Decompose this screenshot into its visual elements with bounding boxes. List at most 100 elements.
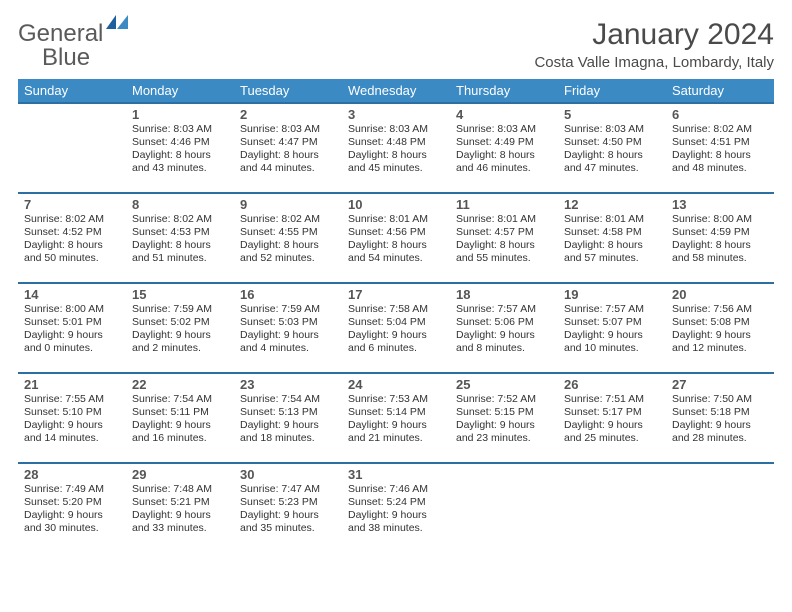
daylight-line: and 35 minutes. bbox=[240, 522, 336, 535]
sunrise-line: Sunrise: 7:47 AM bbox=[240, 483, 336, 496]
sunset-line: Sunset: 5:04 PM bbox=[348, 316, 444, 329]
day-number: 21 bbox=[24, 374, 120, 393]
calendar-week-row: 28Sunrise: 7:49 AMSunset: 5:20 PMDayligh… bbox=[18, 463, 774, 553]
day-number: 18 bbox=[456, 284, 552, 303]
sunset-line: Sunset: 5:11 PM bbox=[132, 406, 228, 419]
sunset-line: Sunset: 5:13 PM bbox=[240, 406, 336, 419]
sunrise-line: Sunrise: 8:00 AM bbox=[672, 213, 768, 226]
calendar-cell: 17Sunrise: 7:58 AMSunset: 5:04 PMDayligh… bbox=[342, 283, 450, 373]
calendar-head: SundayMondayTuesdayWednesdayThursdayFrid… bbox=[18, 79, 774, 103]
calendar-body: 1Sunrise: 8:03 AMSunset: 4:46 PMDaylight… bbox=[18, 103, 774, 553]
daylight-line: Daylight: 9 hours bbox=[564, 419, 660, 432]
daylight-line: Daylight: 8 hours bbox=[564, 149, 660, 162]
calendar-cell: 4Sunrise: 8:03 AMSunset: 4:49 PMDaylight… bbox=[450, 103, 558, 193]
daylight-line: Daylight: 8 hours bbox=[132, 149, 228, 162]
sunset-line: Sunset: 5:24 PM bbox=[348, 496, 444, 509]
sunrise-line: Sunrise: 7:56 AM bbox=[672, 303, 768, 316]
sunset-line: Sunset: 4:59 PM bbox=[672, 226, 768, 239]
daylight-line: and 46 minutes. bbox=[456, 162, 552, 175]
calendar-cell: 18Sunrise: 7:57 AMSunset: 5:06 PMDayligh… bbox=[450, 283, 558, 373]
day-number: 27 bbox=[672, 374, 768, 393]
weekday-header: Wednesday bbox=[342, 79, 450, 103]
sunrise-line: Sunrise: 8:02 AM bbox=[24, 213, 120, 226]
sunrise-line: Sunrise: 8:03 AM bbox=[348, 123, 444, 136]
sunrise-line: Sunrise: 7:54 AM bbox=[132, 393, 228, 406]
daylight-line: Daylight: 9 hours bbox=[132, 509, 228, 522]
sunset-line: Sunset: 5:08 PM bbox=[672, 316, 768, 329]
daylight-line: Daylight: 8 hours bbox=[348, 149, 444, 162]
daylight-line: Daylight: 9 hours bbox=[132, 329, 228, 342]
sunrise-line: Sunrise: 7:55 AM bbox=[24, 393, 120, 406]
day-number: 14 bbox=[24, 284, 120, 303]
daylight-line: Daylight: 8 hours bbox=[132, 239, 228, 252]
calendar-cell: 31Sunrise: 7:46 AMSunset: 5:24 PMDayligh… bbox=[342, 463, 450, 553]
calendar-cell: 2Sunrise: 8:03 AMSunset: 4:47 PMDaylight… bbox=[234, 103, 342, 193]
sunset-line: Sunset: 5:03 PM bbox=[240, 316, 336, 329]
sunrise-line: Sunrise: 7:48 AM bbox=[132, 483, 228, 496]
sunset-line: Sunset: 4:53 PM bbox=[132, 226, 228, 239]
calendar-cell: 12Sunrise: 8:01 AMSunset: 4:58 PMDayligh… bbox=[558, 193, 666, 283]
sunrise-line: Sunrise: 7:59 AM bbox=[132, 303, 228, 316]
day-number: 24 bbox=[348, 374, 444, 393]
daylight-line: Daylight: 9 hours bbox=[240, 419, 336, 432]
day-number: 9 bbox=[240, 194, 336, 213]
daylight-line: Daylight: 8 hours bbox=[564, 239, 660, 252]
daylight-line: and 23 minutes. bbox=[456, 432, 552, 445]
daylight-line: Daylight: 9 hours bbox=[24, 419, 120, 432]
calendar-cell: 27Sunrise: 7:50 AMSunset: 5:18 PMDayligh… bbox=[666, 373, 774, 463]
sunrise-line: Sunrise: 8:03 AM bbox=[132, 123, 228, 136]
calendar-cell: 24Sunrise: 7:53 AMSunset: 5:14 PMDayligh… bbox=[342, 373, 450, 463]
logo-word1: General bbox=[18, 20, 103, 47]
daylight-line: and 55 minutes. bbox=[456, 252, 552, 265]
daylight-line: Daylight: 8 hours bbox=[456, 149, 552, 162]
daylight-line: and 45 minutes. bbox=[348, 162, 444, 175]
sunset-line: Sunset: 5:17 PM bbox=[564, 406, 660, 419]
sunrise-line: Sunrise: 8:03 AM bbox=[240, 123, 336, 136]
calendar-cell: 13Sunrise: 8:00 AMSunset: 4:59 PMDayligh… bbox=[666, 193, 774, 283]
daylight-line: Daylight: 9 hours bbox=[132, 419, 228, 432]
sunrise-line: Sunrise: 8:01 AM bbox=[564, 213, 660, 226]
title-block: January 2024 Costa Valle Imagna, Lombard… bbox=[534, 18, 774, 71]
day-number: 5 bbox=[564, 104, 660, 123]
daylight-line: and 47 minutes. bbox=[564, 162, 660, 175]
sunrise-line: Sunrise: 7:50 AM bbox=[672, 393, 768, 406]
calendar-cell: 7Sunrise: 8:02 AMSunset: 4:52 PMDaylight… bbox=[18, 193, 126, 283]
daylight-line: and 0 minutes. bbox=[24, 342, 120, 355]
daylight-line: and 30 minutes. bbox=[24, 522, 120, 535]
daylight-line: Daylight: 9 hours bbox=[24, 509, 120, 522]
sunset-line: Sunset: 5:14 PM bbox=[348, 406, 444, 419]
daylight-line: Daylight: 9 hours bbox=[564, 329, 660, 342]
daylight-line: Daylight: 9 hours bbox=[348, 329, 444, 342]
daylight-line: Daylight: 9 hours bbox=[240, 509, 336, 522]
daylight-line: and 33 minutes. bbox=[132, 522, 228, 535]
sunset-line: Sunset: 4:57 PM bbox=[456, 226, 552, 239]
daylight-line: and 16 minutes. bbox=[132, 432, 228, 445]
sunrise-line: Sunrise: 7:54 AM bbox=[240, 393, 336, 406]
day-number: 23 bbox=[240, 374, 336, 393]
daylight-line: and 48 minutes. bbox=[672, 162, 768, 175]
daylight-line: and 14 minutes. bbox=[24, 432, 120, 445]
sunset-line: Sunset: 5:15 PM bbox=[456, 406, 552, 419]
sunset-line: Sunset: 4:55 PM bbox=[240, 226, 336, 239]
day-number: 22 bbox=[132, 374, 228, 393]
day-number: 1 bbox=[132, 104, 228, 123]
sunrise-line: Sunrise: 7:46 AM bbox=[348, 483, 444, 496]
calendar-table: SundayMondayTuesdayWednesdayThursdayFrid… bbox=[18, 79, 774, 553]
day-number: 10 bbox=[348, 194, 444, 213]
daylight-line: Daylight: 8 hours bbox=[672, 239, 768, 252]
sunset-line: Sunset: 4:52 PM bbox=[24, 226, 120, 239]
day-number: 13 bbox=[672, 194, 768, 213]
daylight-line: Daylight: 9 hours bbox=[24, 329, 120, 342]
calendar-week-row: 21Sunrise: 7:55 AMSunset: 5:10 PMDayligh… bbox=[18, 373, 774, 463]
sunset-line: Sunset: 5:07 PM bbox=[564, 316, 660, 329]
sunrise-line: Sunrise: 7:57 AM bbox=[564, 303, 660, 316]
sunrise-line: Sunrise: 8:01 AM bbox=[456, 213, 552, 226]
day-number: 30 bbox=[240, 464, 336, 483]
sunrise-line: Sunrise: 7:57 AM bbox=[456, 303, 552, 316]
daylight-line: and 18 minutes. bbox=[240, 432, 336, 445]
logo-flag-icon bbox=[106, 20, 134, 37]
calendar-cell: 29Sunrise: 7:48 AMSunset: 5:21 PMDayligh… bbox=[126, 463, 234, 553]
calendar-cell: 3Sunrise: 8:03 AMSunset: 4:48 PMDaylight… bbox=[342, 103, 450, 193]
location: Costa Valle Imagna, Lombardy, Italy bbox=[534, 54, 774, 71]
sunrise-line: Sunrise: 7:51 AM bbox=[564, 393, 660, 406]
